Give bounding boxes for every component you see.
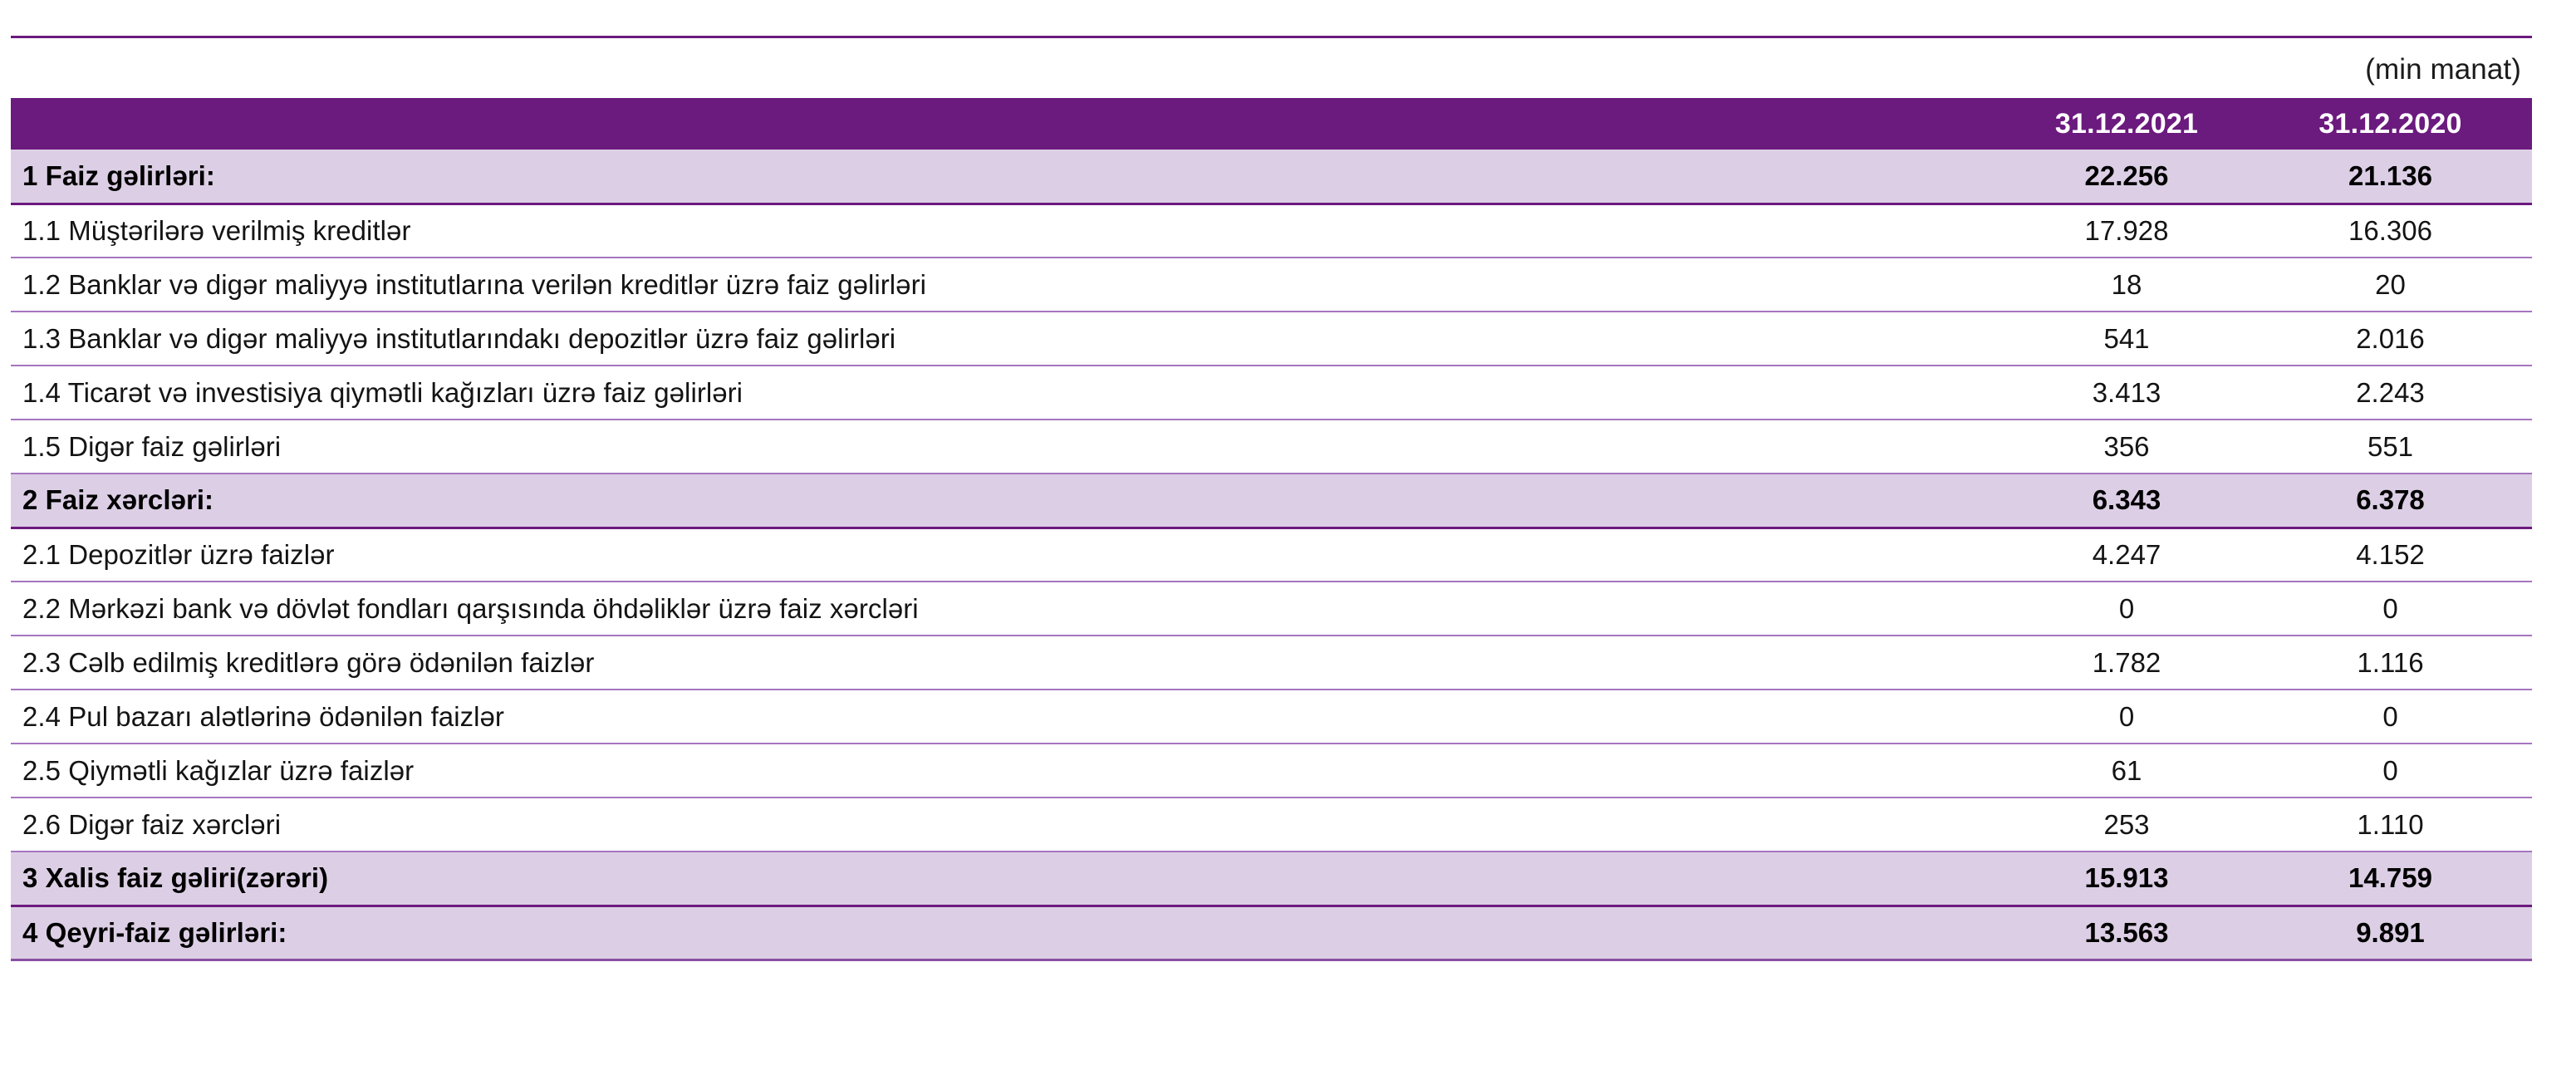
row-value-period-2: 0	[2270, 744, 2532, 798]
row-value-period-2: 4.152	[2270, 528, 2532, 582]
row-value-period-1: 22.256	[2004, 150, 2270, 205]
table-header: 31.12.2021 31.12.2020	[11, 98, 2532, 150]
table-row: 1.5 Digər faiz gəlirləri 356 551	[11, 420, 2532, 474]
table-row: 2.3 Cəlb edilmiş kreditlərə görə ödənilə…	[11, 636, 2532, 690]
row-value-period-1: 15.913	[2004, 852, 2270, 907]
row-value-period-2: 0	[2270, 582, 2532, 636]
row-label: 1.4 Ticarət və investisiya qiymətli kağı…	[11, 366, 2004, 420]
row-value-period-1: 253	[2004, 798, 2270, 852]
row-label: 4 Qeyri-faiz gəlirləri:	[11, 906, 2004, 961]
row-label: 1.5 Digər faiz gəlirləri	[11, 420, 2004, 474]
row-value-period-2: 21.136	[2270, 150, 2532, 205]
table-row: 1.3 Banklar və digər maliyyə institutlar…	[11, 312, 2532, 366]
table-row: 1 Faiz gəlirləri: 22.256 21.136	[11, 150, 2532, 205]
table-row: 1.2 Banklar və digər maliyyə institutlar…	[11, 258, 2532, 312]
table-row: 2.6 Digər faiz xərcləri 253 1.110	[11, 798, 2532, 852]
row-label: 1.1 Müştərilərə verilmiş kreditlər	[11, 204, 2004, 258]
row-value-period-2: 2.243	[2270, 366, 2532, 420]
column-header-period-1: 31.12.2021	[2004, 98, 2270, 150]
row-value-period-2: 2.016	[2270, 312, 2532, 366]
row-value-period-1: 17.928	[2004, 204, 2270, 258]
row-value-period-2: 1.116	[2270, 636, 2532, 690]
table-row: 3 Xalis faiz gəliri(zərəri) 15.913 14.759	[11, 852, 2532, 907]
table-body: 1 Faiz gəlirləri: 22.256 21.136 1.1 Müştəri…	[11, 150, 2532, 961]
top-divider	[11, 36, 2532, 38]
row-label: 2.4 Pul bazarı alətlərinə ödənilən faizl…	[11, 690, 2004, 744]
row-value-period-2: 551	[2270, 420, 2532, 474]
units-note: (min manat)	[2365, 53, 2521, 86]
row-value-period-1: 61	[2004, 744, 2270, 798]
row-label: 2 Faiz xərcləri:	[11, 474, 2004, 529]
row-value-period-2: 9.891	[2270, 906, 2532, 961]
row-value-period-1: 13.563	[2004, 906, 2270, 961]
table-row: 2.5 Qiymətli kağızlar üzrə faizlər 61 0	[11, 744, 2532, 798]
row-value-period-2: 6.378	[2270, 474, 2532, 529]
row-label: 2.1 Depozitlər üzrə faizlər	[11, 528, 2004, 582]
row-label: 2.3 Cəlb edilmiş kreditlərə görə ödənilə…	[11, 636, 2004, 690]
table-row: 2.1 Depozitlər üzrə faizlər 4.247 4.152	[11, 528, 2532, 582]
row-value-period-2: 0	[2270, 690, 2532, 744]
row-label: 1.3 Banklar və digər maliyyə institutlar…	[11, 312, 2004, 366]
column-header-period-2: 31.12.2020	[2270, 98, 2532, 150]
row-label: 1.2 Banklar və digər maliyyə institutlar…	[11, 258, 2004, 312]
row-value-period-1: 541	[2004, 312, 2270, 366]
row-label: 1 Faiz gəlirləri:	[11, 150, 2004, 205]
row-label: 2.6 Digər faiz xərcləri	[11, 798, 2004, 852]
interest-income-expense-table: 31.12.2021 31.12.2020 1 Faiz gəlirləri: 2…	[11, 98, 2532, 961]
table-row: 2.4 Pul bazarı alətlərinə ödənilən faizl…	[11, 690, 2532, 744]
table-row: 2.2 Mərkəzi bank və dövlət fondları qarş…	[11, 582, 2532, 636]
table-row: 1.1 Müştərilərə verilmiş kreditlər 17.928…	[11, 204, 2532, 258]
table-row: 2 Faiz xərcləri: 6.343 6.378	[11, 474, 2532, 529]
row-value-period-2: 1.110	[2270, 798, 2532, 852]
row-value-period-1: 6.343	[2004, 474, 2270, 529]
row-value-period-2: 20	[2270, 258, 2532, 312]
header-row: 31.12.2021 31.12.2020	[11, 98, 2532, 150]
row-value-period-2: 14.759	[2270, 852, 2532, 907]
row-value-period-1: 3.413	[2004, 366, 2270, 420]
table-row: 4 Qeyri-faiz gəlirləri: 13.563 9.891	[11, 906, 2532, 961]
row-value-period-2: 16.306	[2270, 204, 2532, 258]
row-label: 3 Xalis faiz gəliri(zərəri)	[11, 852, 2004, 907]
table-row: 1.4 Ticarət və investisiya qiymətli kağı…	[11, 366, 2532, 420]
row-label: 2.5 Qiymətli kağızlar üzrə faizlər	[11, 744, 2004, 798]
row-value-period-1: 0	[2004, 582, 2270, 636]
row-label: 2.2 Mərkəzi bank və dövlət fondları qarş…	[11, 582, 2004, 636]
row-value-period-1: 18	[2004, 258, 2270, 312]
row-value-period-1: 0	[2004, 690, 2270, 744]
row-value-period-1: 1.782	[2004, 636, 2270, 690]
row-value-period-1: 356	[2004, 420, 2270, 474]
column-header-label	[11, 98, 2004, 150]
row-value-period-1: 4.247	[2004, 528, 2270, 582]
